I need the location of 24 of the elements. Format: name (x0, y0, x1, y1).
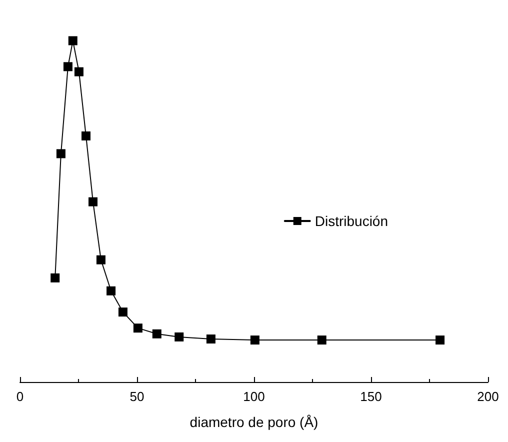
point (436, 336, 445, 345)
point (68, 36, 78, 46)
point (74, 67, 84, 76)
point (206, 334, 216, 344)
point (88, 197, 98, 206)
x-tick-label: 200 (477, 389, 499, 404)
point (133, 324, 142, 333)
point (118, 308, 128, 317)
x-axis-title: diametro de poro (Å) (190, 414, 318, 430)
x-tick-label: 100 (243, 389, 265, 404)
point (81, 131, 90, 140)
x-tick-label: 150 (360, 389, 382, 404)
x-tick-label: 50 (130, 389, 144, 404)
point (96, 255, 106, 264)
legend-label: Distribución (314, 213, 388, 229)
point (63, 62, 72, 72)
point (56, 149, 66, 158)
point (106, 286, 116, 296)
x-tick-label: 0 (16, 389, 24, 404)
point (317, 336, 326, 345)
point (50, 273, 60, 282)
point (152, 329, 162, 338)
point (250, 336, 260, 345)
point (174, 332, 184, 342)
